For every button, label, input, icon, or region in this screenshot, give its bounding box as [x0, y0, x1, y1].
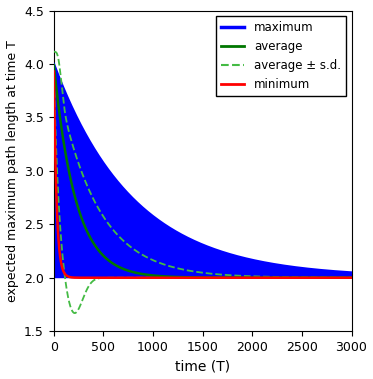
Legend: maximum, average, average ± s.d., minimum: maximum, average, average ± s.d., minimu… — [216, 16, 346, 96]
X-axis label: time (T): time (T) — [175, 359, 230, 373]
Y-axis label: expected maximum path length at time T: expected maximum path length at time T — [6, 40, 19, 302]
